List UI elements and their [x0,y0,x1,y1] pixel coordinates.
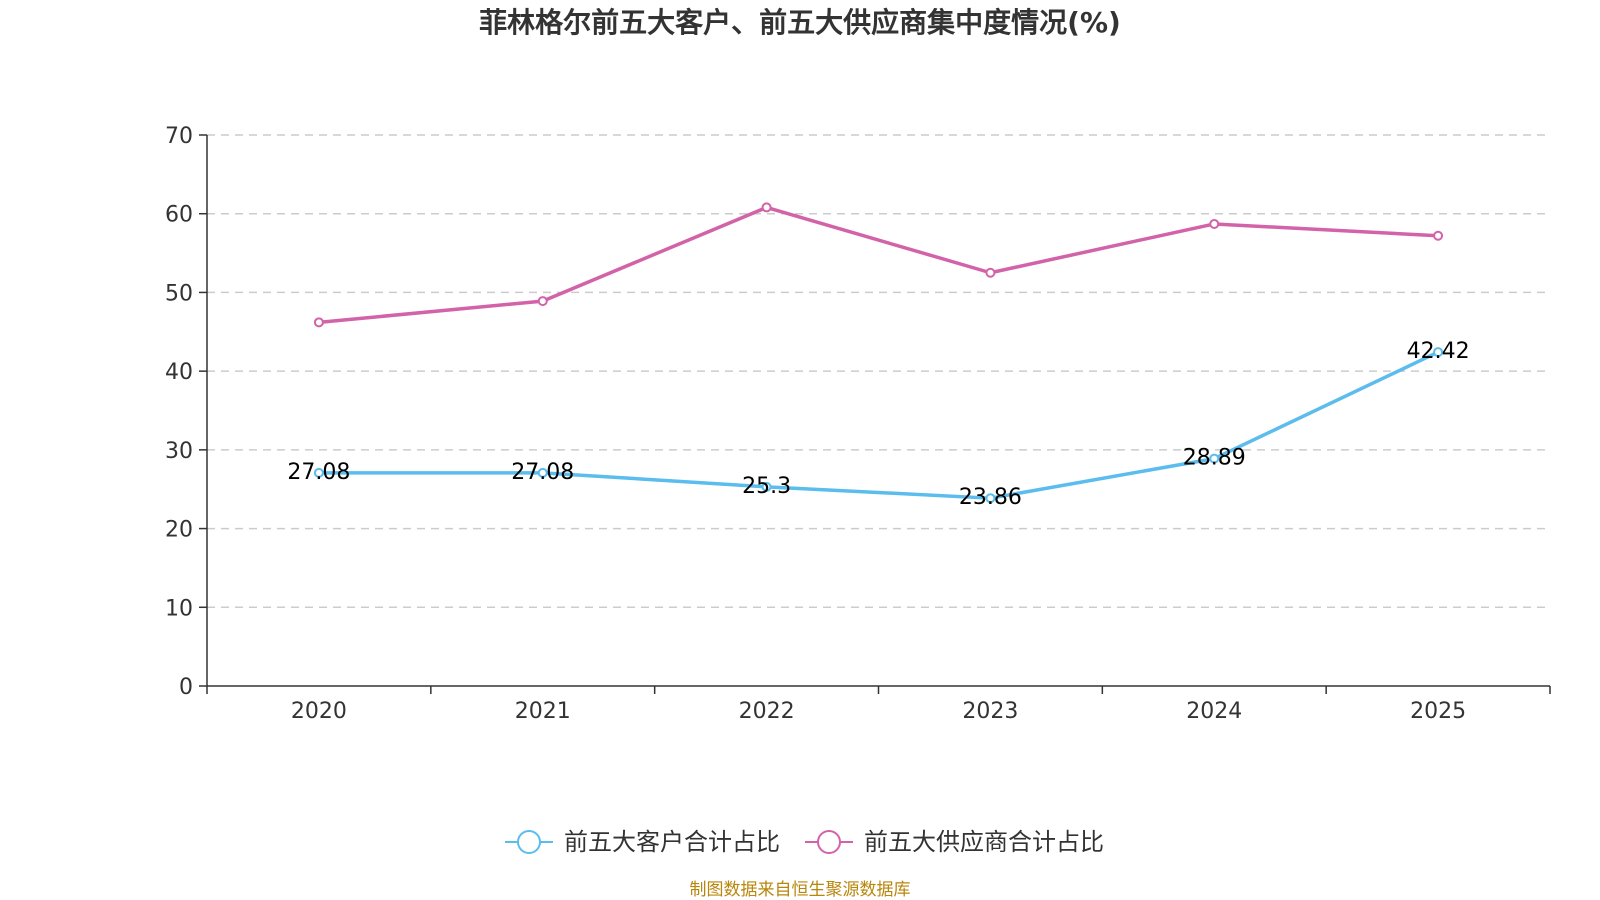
data-point[interactable] [985,267,996,278]
series-line-1 [318,205,1439,325]
series-group [313,202,1444,504]
y-tick-label: 20 [165,518,193,543]
chart-title: 菲林格尔前五大客户、前五大供应商集中度情况(%) [479,6,1121,39]
y-tick-label: 10 [165,596,193,621]
legend-label-customers: 前五大客户合计占比 [564,828,780,856]
axes: 0 10 20 30 40 50 60 70 2020 2021 2022 2023 2024 2025 [165,124,1551,724]
legend-marker-customers [517,830,541,854]
data-label: 23.86 [959,485,1022,510]
y-tick-label: 50 [165,281,193,306]
x-tick-label: 2023 [962,699,1018,724]
data-point[interactable] [985,493,996,504]
y-tick-label: 40 [165,360,193,385]
legend-item-suppliers[interactable]: 前五大供应商合计占比 [805,828,1104,856]
data-label: 42.42 [1407,339,1470,364]
legend[interactable]: 前五大客户合计占比 前五大供应商合计占比 [505,828,1104,856]
data-point[interactable] [1209,453,1220,464]
series-line-0 [318,350,1439,500]
legend-marker-suppliers [817,830,841,854]
data-label: 27.08 [511,460,574,485]
data-point[interactable] [1433,347,1444,358]
data-point[interactable] [761,202,772,213]
data-point[interactable] [537,467,548,478]
x-tick-label: 2024 [1186,699,1242,724]
data-point[interactable] [1209,218,1220,229]
grid-lines [207,134,1550,609]
data-point[interactable] [1433,230,1444,241]
data-point[interactable] [761,481,772,492]
data-labels: 27.08 27.08 25.3 23.86 28.89 42.42 [287,339,1469,510]
source-note: 制图数据来自恒生聚源数据库 [690,880,911,900]
x-tick-label: 2021 [515,699,571,724]
data-point[interactable] [313,317,324,328]
y-tick-label: 0 [179,675,193,700]
y-tick-label: 70 [165,124,193,149]
data-point[interactable] [537,296,548,307]
data-label: 27.08 [287,460,350,485]
legend-item-customers[interactable]: 前五大客户合计占比 [505,828,780,856]
data-label: 28.89 [1183,446,1246,471]
y-tick-label: 30 [165,439,193,464]
data-point[interactable] [313,467,324,478]
legend-label-suppliers: 前五大供应商合计占比 [864,828,1104,856]
x-tick-label: 2020 [291,699,347,724]
y-tick-label: 60 [165,203,193,228]
x-tick-label: 2022 [739,699,795,724]
data-label: 25.3 [742,474,791,499]
x-tick-label: 2025 [1410,699,1466,724]
